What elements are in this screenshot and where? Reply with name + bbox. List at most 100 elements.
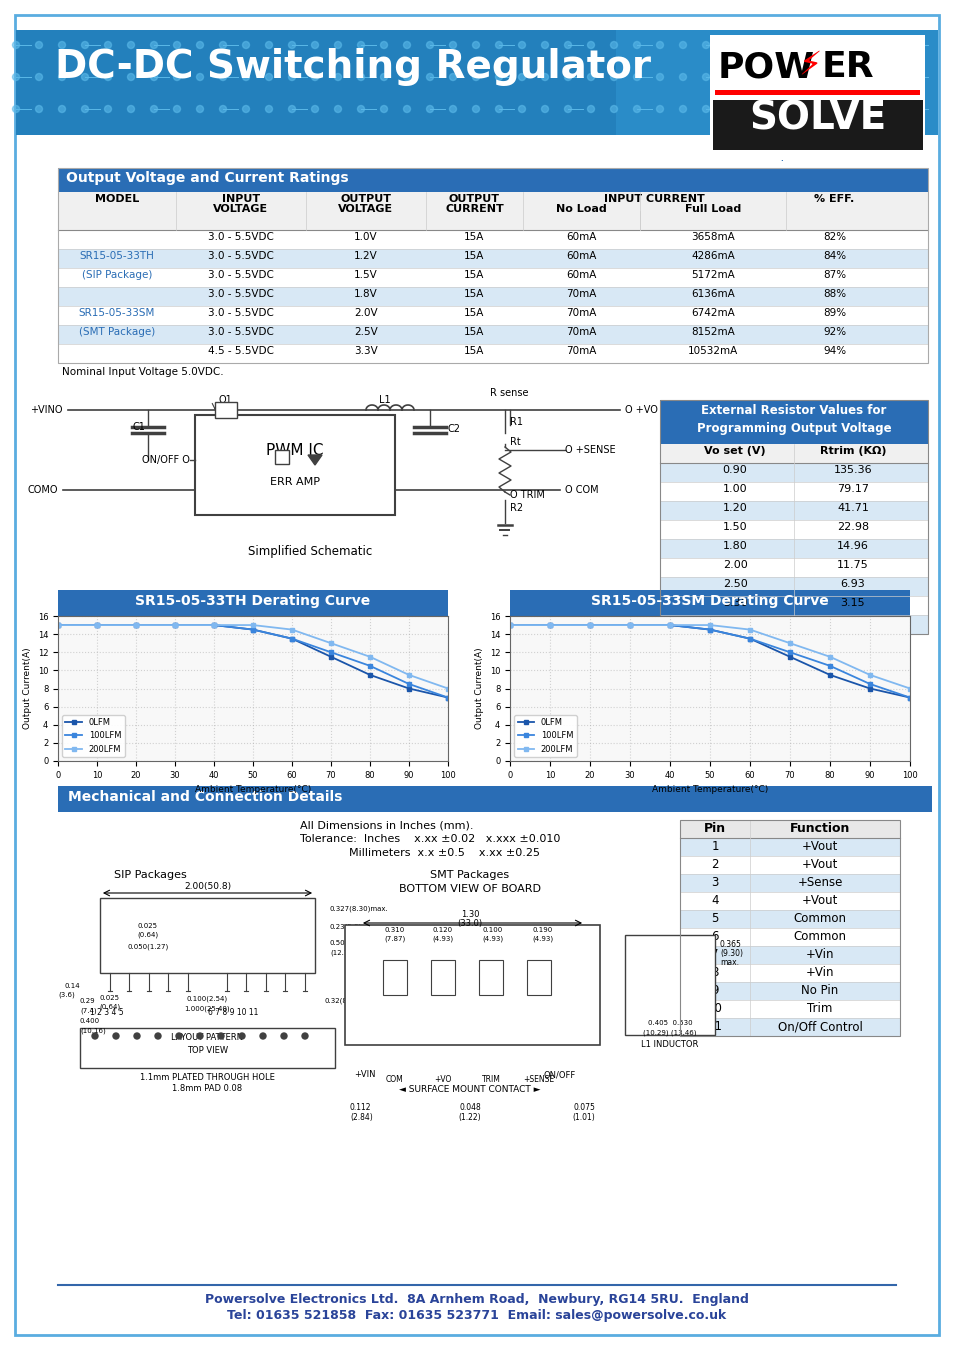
0LFM <box>286 630 297 647</box>
Text: (1.01): (1.01) <box>572 1112 595 1122</box>
100LFM <box>442 690 454 706</box>
Bar <box>679 838 899 856</box>
Text: External Resistor Values for: External Resistor Values for <box>700 404 885 417</box>
Text: INPUT CURRENT: INPUT CURRENT <box>603 194 704 204</box>
Text: SOLVE: SOLVE <box>749 100 885 138</box>
Text: R2: R2 <box>510 504 522 513</box>
Circle shape <box>403 42 410 49</box>
Text: 3.15: 3.15 <box>840 598 864 608</box>
Circle shape <box>862 73 869 81</box>
200LFM <box>663 617 675 633</box>
Text: 0.50: 0.50 <box>330 940 345 946</box>
Text: 60mA: 60mA <box>566 251 596 261</box>
Bar <box>679 819 899 1035</box>
Text: 0.14: 0.14 <box>64 983 80 990</box>
Circle shape <box>633 73 639 81</box>
Circle shape <box>771 105 778 112</box>
Circle shape <box>587 105 594 112</box>
0LFM <box>91 617 103 633</box>
Text: On/Off Control: On/Off Control <box>777 1021 862 1033</box>
Circle shape <box>771 42 778 49</box>
Circle shape <box>495 105 502 112</box>
Circle shape <box>518 42 525 49</box>
Bar <box>510 590 909 616</box>
Text: SR15-05-33TH: SR15-05-33TH <box>79 251 154 261</box>
Text: (0.64): (0.64) <box>99 1003 120 1010</box>
Text: 1.8mm PAD 0.08: 1.8mm PAD 0.08 <box>172 1084 242 1094</box>
Bar <box>679 1018 899 1035</box>
Text: 70mA: 70mA <box>566 346 596 356</box>
Text: COM: COM <box>386 1075 403 1084</box>
Text: 15A: 15A <box>464 251 484 261</box>
Text: 0.310: 0.310 <box>384 927 405 933</box>
Text: 15A: 15A <box>464 308 484 319</box>
Circle shape <box>908 73 916 81</box>
Circle shape <box>449 73 456 81</box>
100LFM <box>325 644 336 660</box>
Text: 2.0V: 2.0V <box>354 308 377 319</box>
Text: 4.5 - 5.5VDC: 4.5 - 5.5VDC <box>208 346 274 356</box>
Text: No Pin: No Pin <box>801 984 838 998</box>
Text: 3.0 - 5.5VDC: 3.0 - 5.5VDC <box>208 232 274 242</box>
Circle shape <box>239 1033 245 1040</box>
100LFM <box>169 617 180 633</box>
Circle shape <box>426 42 433 49</box>
Circle shape <box>633 42 639 49</box>
Circle shape <box>748 73 755 81</box>
100LFM <box>208 617 219 633</box>
0LFM <box>743 630 755 647</box>
Text: POW: POW <box>718 50 814 84</box>
Text: 3.0 - 5.5VDC: 3.0 - 5.5VDC <box>208 289 274 298</box>
Text: 0.29: 0.29 <box>80 998 95 1004</box>
Text: 135.36: 135.36 <box>833 464 871 475</box>
Circle shape <box>610 42 617 49</box>
Text: 0.120: 0.120 <box>433 927 453 933</box>
Text: 2.50: 2.50 <box>722 579 746 589</box>
X-axis label: Ambient Temperature(°C): Ambient Temperature(°C) <box>194 786 311 794</box>
Text: 0.327(8.30)max.: 0.327(8.30)max. <box>330 906 388 913</box>
Text: 6: 6 <box>711 930 718 944</box>
100LFM <box>91 617 103 633</box>
Bar <box>679 946 899 964</box>
Circle shape <box>265 73 273 81</box>
Text: 60mA: 60mA <box>566 232 596 242</box>
Circle shape <box>472 42 479 49</box>
Text: 1.30: 1.30 <box>460 910 478 919</box>
Circle shape <box>587 42 594 49</box>
Text: (2.84): (2.84) <box>350 1112 373 1122</box>
0LFM <box>131 617 142 633</box>
Circle shape <box>610 105 617 112</box>
Bar <box>100 898 314 973</box>
Text: O COM: O COM <box>564 485 598 495</box>
Circle shape <box>862 42 869 49</box>
Text: +Vout: +Vout <box>801 840 838 853</box>
Bar <box>58 288 927 306</box>
Text: +Vout: +Vout <box>801 859 838 871</box>
Bar <box>80 1027 335 1068</box>
100LFM <box>504 617 516 633</box>
100LFM <box>863 676 875 693</box>
0LFM <box>544 617 556 633</box>
Bar <box>679 910 899 927</box>
0LFM <box>903 690 915 706</box>
Circle shape <box>679 105 686 112</box>
Text: (3.6): (3.6) <box>58 991 75 998</box>
Text: TOP VIEW: TOP VIEW <box>187 1046 228 1054</box>
Circle shape <box>91 1033 98 1040</box>
Circle shape <box>817 42 823 49</box>
Text: 92%: 92% <box>822 327 845 338</box>
0LFM <box>623 617 635 633</box>
Circle shape <box>154 1033 161 1040</box>
Bar <box>709 35 924 161</box>
Bar <box>659 576 927 595</box>
0LFM <box>403 680 415 697</box>
Text: LAYOUT PATTERN: LAYOUT PATTERN <box>172 1033 243 1042</box>
Circle shape <box>656 73 662 81</box>
Circle shape <box>281 1033 287 1040</box>
Text: 0.400: 0.400 <box>80 1018 100 1025</box>
Circle shape <box>302 1033 308 1040</box>
Legend: 0LFM, 100LFM, 200LFM: 0LFM, 100LFM, 200LFM <box>62 716 125 757</box>
Circle shape <box>335 73 341 81</box>
Circle shape <box>541 105 548 112</box>
100LFM <box>364 657 375 674</box>
